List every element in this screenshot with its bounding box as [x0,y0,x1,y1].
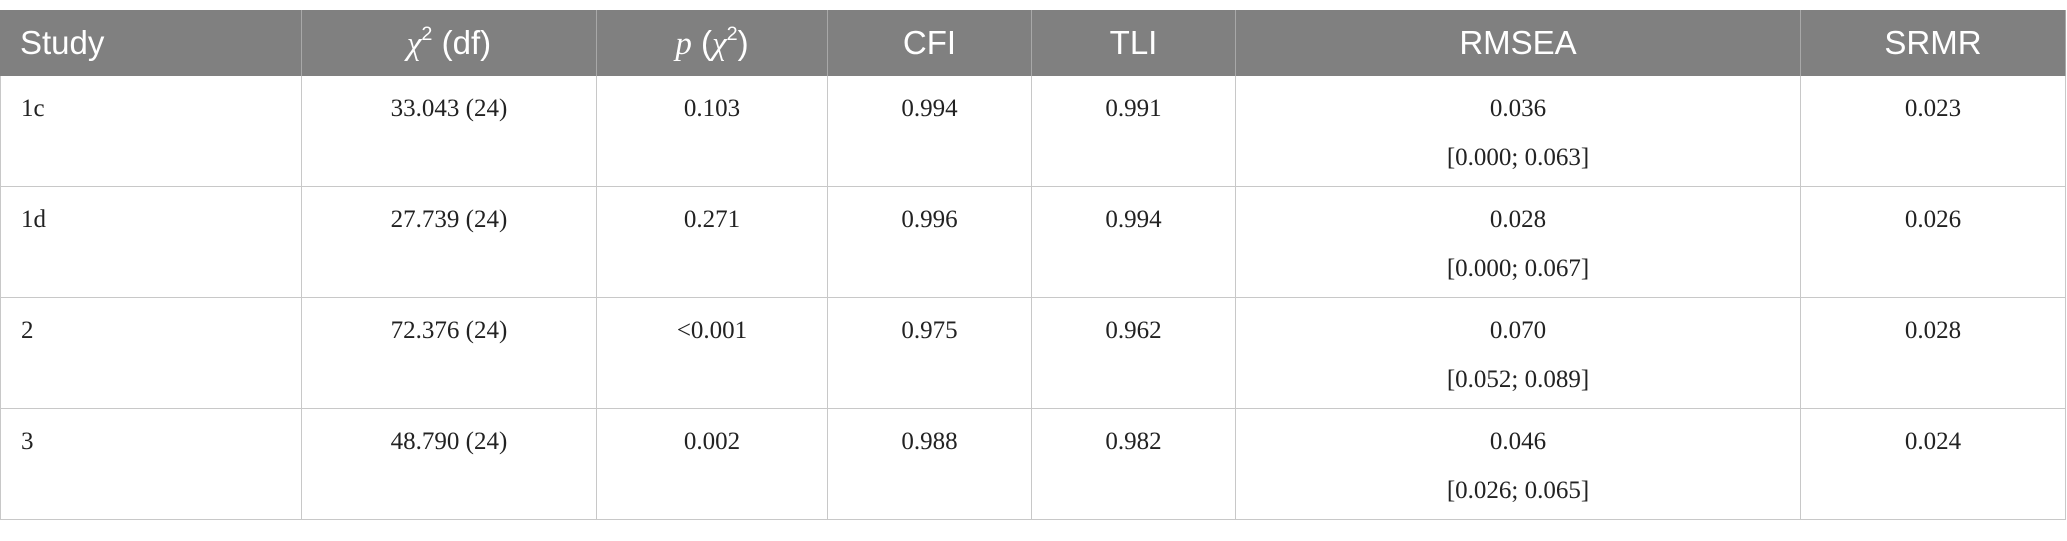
cell-value: 1c [21,95,45,122]
cell-interval: [0.026; 0.065] [1446,477,1590,504]
header-part: 2 [726,22,738,45]
cell-value: 0.982 [1105,428,1162,455]
table-cell: 0.271 [597,187,828,298]
header-text: SRMR [1884,24,1981,62]
header-cell: p (χ2) [597,10,828,76]
table-cell: 0.024 [1801,409,2066,520]
table-cell: 1d [0,187,302,298]
header-part: CFI [902,24,957,61]
table-cell: 0.028 [1801,298,2066,409]
header-part: ( [691,23,713,61]
header-part: TLI [1109,24,1158,61]
table-cell: 72.376 (24) [302,298,597,409]
table-cell: 0.982 [1032,409,1236,520]
header-part: Study [20,24,105,61]
table-cell: 27.739 (24) [302,187,597,298]
cell-value: 0.988 [901,428,958,455]
table-cell: 33.043 (24) [302,76,597,187]
header-part: 2 [421,22,433,45]
header-cell: χ2 (df) [302,10,597,76]
cell-value: 0.028 [1904,317,1962,344]
cell-value: 33.043 (24) [390,95,508,122]
table-cell: 2 [0,298,302,409]
cell-value: 0.975 [901,317,958,344]
cell-value: <0.001 [676,317,748,344]
cell-value: 0.994 [901,95,958,122]
header-text: CFI [903,24,956,62]
cell-value: 48.790 (24) [390,428,508,455]
header-part: p [675,25,692,62]
cell-interval: [0.000; 0.067] [1446,255,1590,282]
table-cell: 1c [0,76,302,187]
table-cell: 0.036 [0.000; 0.063] [1236,76,1801,187]
cell-value: 0.991 [1105,95,1162,122]
header-text: TLI [1110,24,1158,62]
cell-value: 27.739 (24) [390,206,508,233]
header-part: χ [406,25,422,62]
header-part: SRMR [1884,24,1982,61]
table-cell: 0.996 [828,187,1032,298]
cell-value: 3 [21,428,34,455]
table-cell: 0.994 [828,76,1032,187]
table-cell: 0.046 [0.026; 0.065] [1236,409,1801,520]
header-part: RMSEA [1459,24,1577,61]
header-text: RMSEA [1459,24,1576,62]
cell-interval: [0.000; 0.063] [1446,144,1590,171]
table-cell: 0.975 [828,298,1032,409]
header-text: χ2 (df) [407,24,491,63]
cell-value: 0.070 [1489,317,1547,344]
cell-value: 0.026 [1904,206,1962,233]
table-border [0,10,1,520]
table-cell: <0.001 [597,298,828,409]
header-cell: RMSEA [1236,10,1801,76]
header-cell: TLI [1032,10,1236,76]
table-cell: 0.028 [0.000; 0.067] [1236,187,1801,298]
table-cell: 0.002 [597,409,828,520]
header-text: p (χ2) [675,24,748,63]
table-cell: 3 [0,409,302,520]
cell-value: 0.002 [683,428,741,455]
table-cell: 0.994 [1032,187,1236,298]
header-text: Study [20,24,104,62]
cell-value: 0.996 [901,206,958,233]
cell-value: 1d [21,206,46,233]
table-cell: 0.070 [0.052; 0.089] [1236,298,1801,409]
cell-value: 72.376 (24) [390,317,508,344]
cell-value: 0.962 [1105,317,1162,344]
header-cell: Study [0,10,302,76]
header-cell: CFI [828,10,1032,76]
table-cell: 0.023 [1801,76,2066,187]
header-cell: SRMR [1801,10,2066,76]
cell-value: 0.023 [1904,95,1962,122]
cell-value: 0.036 [1489,95,1547,122]
cell-interval: [0.052; 0.089] [1446,366,1590,393]
table-cell: 0.103 [597,76,828,187]
cell-value: 2 [21,317,34,344]
table-cell: 0.991 [1032,76,1236,187]
cell-value: 0.046 [1489,428,1547,455]
header-part: χ [712,25,727,62]
table-cell: 0.988 [828,409,1032,520]
table-cell: 0.962 [1032,298,1236,409]
cell-value: 0.271 [683,206,741,233]
cell-value: 0.024 [1904,428,1962,455]
cell-value: 0.994 [1105,206,1162,233]
cell-value: 0.028 [1489,206,1547,233]
table-cell: 48.790 (24) [302,409,597,520]
table-cell: 0.026 [1801,187,2066,298]
header-part: ) [737,23,749,61]
header-part: (df) [432,23,492,61]
cell-value: 0.103 [683,95,741,122]
